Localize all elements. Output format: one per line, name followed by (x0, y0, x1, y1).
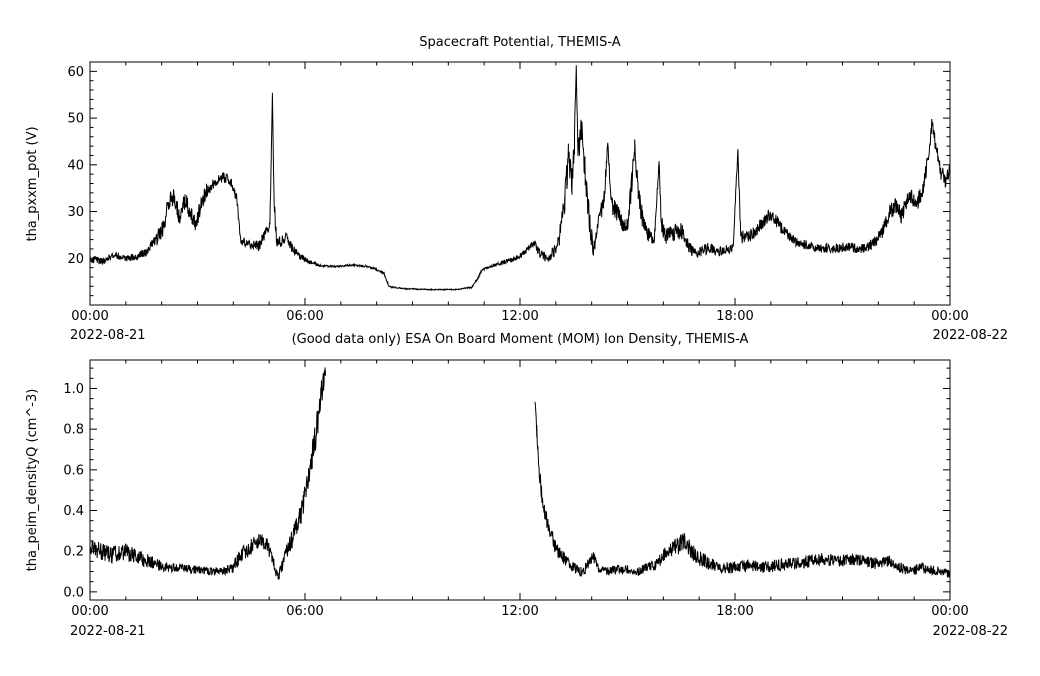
data-line (90, 65, 950, 292)
plot2-date-left: 2022-08-21 (70, 624, 146, 639)
y-tick-label: 0.0 (63, 585, 84, 600)
y-tick-label: 0.6 (63, 463, 84, 478)
plot-ion-density: 00:00 06:00 12:00 18:00 00:00 0.0 0.2 0.4 0.6 0.8… (63, 359, 969, 619)
axes-frame (89, 61, 951, 306)
x-tick-label: 06:00 (286, 309, 323, 324)
plot1-date-left: 2022-08-21 (70, 328, 146, 343)
plot1-title: Spacecraft Potential, THEMIS-A (419, 35, 621, 50)
y-tick-label: 60 (67, 65, 84, 80)
y-tick-label: 0.8 (63, 423, 84, 438)
y-tick-label: 0.4 (63, 504, 84, 519)
plot-spacecraft-potential: 00:00 06:00 12:00 18:00 00:00 20 30 40 50 60 (67, 61, 969, 324)
series-group (90, 65, 950, 292)
y-tick-label: 1.0 (63, 382, 84, 397)
x-tick-label: 00:00 (931, 309, 968, 324)
plot1-ylabel: tha_pxxm_pot (V) (25, 126, 40, 241)
data-line (534, 401, 950, 579)
plot1-date-right: 2022-08-22 (932, 328, 1008, 343)
x-tick-label: 00:00 (71, 309, 108, 324)
x-tick-label: 12:00 (501, 309, 538, 324)
x-tick-label: 12:00 (501, 604, 538, 619)
plot-areas: 00:00 06:00 12:00 18:00 00:00203040506000:00… (63, 61, 969, 619)
y-tick-label: 0.2 (63, 545, 84, 560)
y-tick-label: 40 (67, 158, 84, 173)
x-tick-label: 00:00 (71, 604, 108, 619)
series-group (90, 367, 950, 580)
axis-ticks (89, 61, 951, 306)
axis-ticks (89, 360, 951, 600)
x-tick-label: 18:00 (716, 309, 753, 324)
plot2-title: (Good data only) ESA On Board Moment (MO… (292, 332, 749, 347)
y-tick-label: 20 (67, 252, 84, 267)
axes-frame (89, 359, 951, 601)
x-tick-label: 00:00 (931, 604, 968, 619)
y-tick-label: 50 (67, 112, 84, 127)
x-tick-label: 06:00 (286, 604, 323, 619)
plot2-ylabel: tha_peim_densityQ (cm^-3) (25, 389, 40, 572)
y-tick-label: 30 (67, 205, 84, 220)
data-line (90, 367, 326, 580)
plot2-date-right: 2022-08-22 (932, 624, 1008, 639)
x-tick-label: 18:00 (716, 604, 753, 619)
